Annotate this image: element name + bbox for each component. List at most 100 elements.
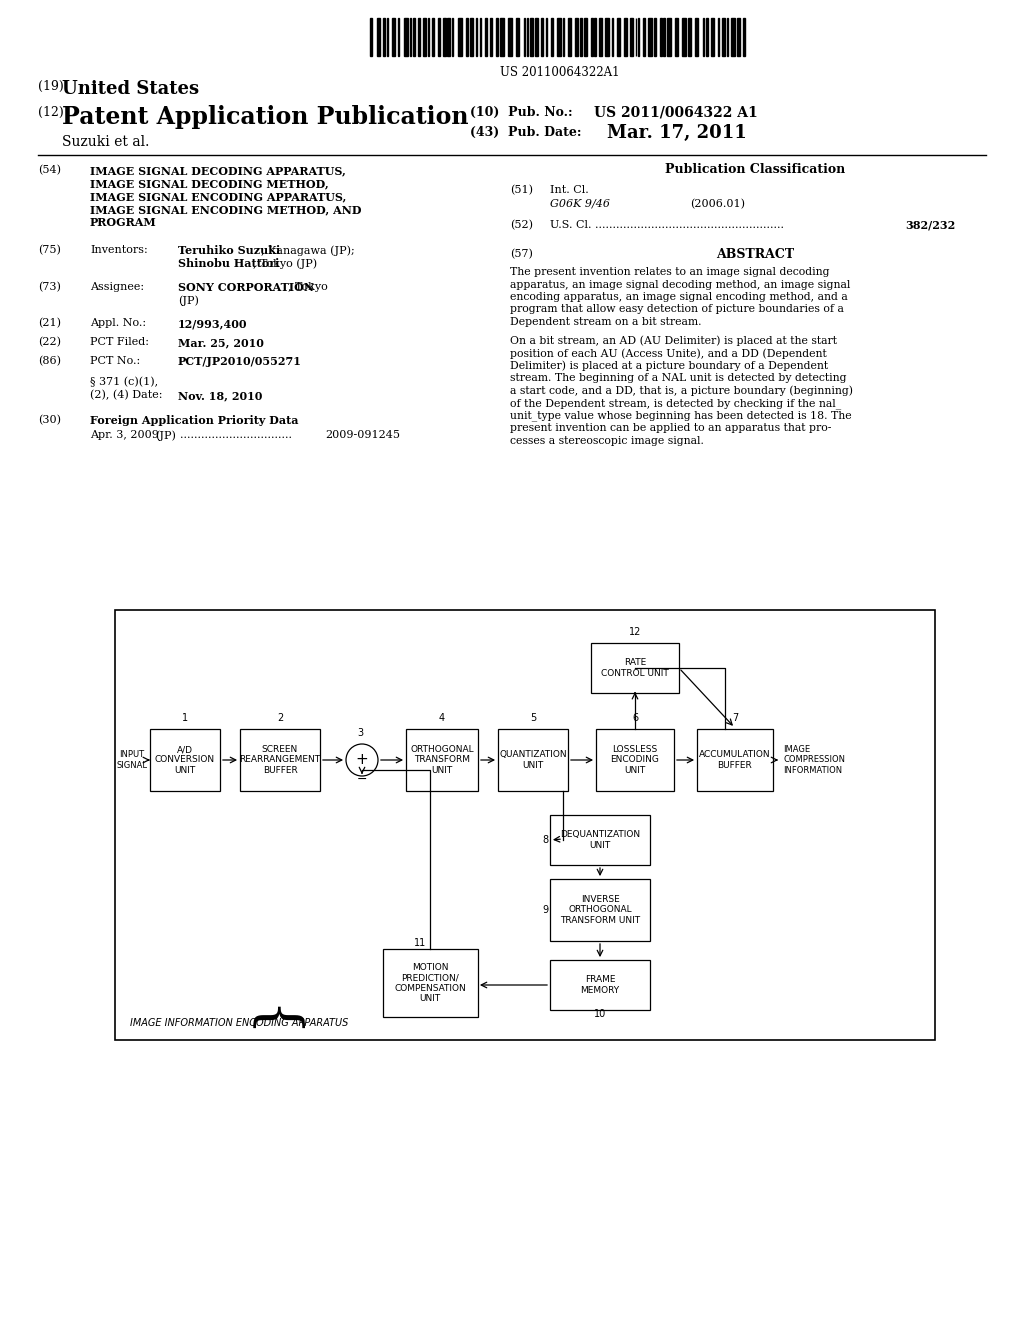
Bar xyxy=(550,879,650,941)
Bar xyxy=(682,18,686,55)
Bar xyxy=(557,18,560,55)
Bar xyxy=(530,18,532,55)
Bar xyxy=(596,729,674,791)
Text: (51): (51) xyxy=(510,185,534,195)
Text: +: + xyxy=(355,751,369,767)
Text: IMAGE SIGNAL DECODING METHOD,: IMAGE SIGNAL DECODING METHOD, xyxy=(90,178,329,189)
Text: PCT No.:: PCT No.: xyxy=(90,356,140,366)
Text: 2: 2 xyxy=(276,713,283,723)
Text: § 371 (c)(1),: § 371 (c)(1), xyxy=(90,378,158,387)
Text: Inventors:: Inventors: xyxy=(90,246,147,255)
Text: present invention can be applied to an apparatus that pro-: present invention can be applied to an a… xyxy=(510,422,831,433)
Text: (19): (19) xyxy=(38,81,68,92)
Text: ORTHOGONAL
TRANSFORM
UNIT: ORTHOGONAL TRANSFORM UNIT xyxy=(411,746,474,775)
Text: , Kanagawa (JP);: , Kanagawa (JP); xyxy=(261,246,354,256)
Bar xyxy=(428,18,429,55)
Text: SONY CORPORATION: SONY CORPORATION xyxy=(178,282,314,293)
Bar xyxy=(370,18,372,55)
Text: Dependent stream on a bit stream.: Dependent stream on a bit stream. xyxy=(510,317,701,327)
Bar xyxy=(523,18,525,55)
Text: IMAGE
COMPRESSION
INFORMATION: IMAGE COMPRESSION INFORMATION xyxy=(783,744,845,775)
Bar xyxy=(438,18,440,55)
Text: Delimiter) is placed at a picture boundary of a Dependent: Delimiter) is placed at a picture bounda… xyxy=(510,360,828,371)
Text: position of each AU (Access Unite), and a DD (Dependent: position of each AU (Access Unite), and … xyxy=(510,348,826,359)
Bar xyxy=(711,18,714,55)
Text: G06K 9/46: G06K 9/46 xyxy=(550,199,610,209)
Bar xyxy=(377,18,380,55)
Text: 6: 6 xyxy=(632,713,638,723)
Text: 2009-091245: 2009-091245 xyxy=(325,430,400,440)
Bar xyxy=(150,729,220,791)
Text: Appl. No.:: Appl. No.: xyxy=(90,318,146,327)
Text: 4: 4 xyxy=(439,713,445,723)
Bar xyxy=(624,18,627,55)
Bar xyxy=(490,18,493,55)
Bar xyxy=(383,18,385,55)
Bar xyxy=(508,18,512,55)
Text: United States: United States xyxy=(62,81,199,98)
Text: (43)  Pub. Date:: (43) Pub. Date: xyxy=(470,125,582,139)
Bar xyxy=(591,643,679,693)
Text: Int. Cl.: Int. Cl. xyxy=(550,185,589,195)
Bar xyxy=(702,18,705,55)
Text: 9: 9 xyxy=(542,906,548,915)
Text: Shinobu Hattori: Shinobu Hattori xyxy=(178,257,280,269)
Text: (54): (54) xyxy=(38,165,61,176)
Text: (22): (22) xyxy=(38,337,61,347)
Text: −: − xyxy=(356,774,368,785)
Text: (10)  Pub. No.:: (10) Pub. No.: xyxy=(470,106,577,119)
Text: Nov. 18, 2010: Nov. 18, 2010 xyxy=(178,389,262,401)
Bar xyxy=(546,18,548,55)
Text: IMAGE SIGNAL ENCODING METHOD, AND: IMAGE SIGNAL ENCODING METHOD, AND xyxy=(90,205,361,215)
Bar xyxy=(643,18,645,55)
Text: 3: 3 xyxy=(357,729,364,738)
Text: , Tokyo (JP): , Tokyo (JP) xyxy=(253,257,317,268)
Bar xyxy=(591,18,593,55)
Text: 10: 10 xyxy=(594,1008,606,1019)
Bar xyxy=(115,610,935,1040)
Bar xyxy=(466,18,468,55)
Bar xyxy=(599,18,602,55)
Bar xyxy=(485,18,486,55)
Text: 1: 1 xyxy=(182,713,188,723)
Bar xyxy=(654,18,656,55)
Text: }: } xyxy=(248,993,302,1028)
Bar xyxy=(404,18,408,55)
Text: (JP): (JP) xyxy=(155,430,176,441)
Text: 8: 8 xyxy=(542,836,548,845)
Text: (73): (73) xyxy=(38,282,60,292)
Circle shape xyxy=(346,744,378,776)
Text: Apr. 3, 2009: Apr. 3, 2009 xyxy=(90,430,159,440)
Text: ABSTRACT: ABSTRACT xyxy=(716,248,794,261)
Text: Patent Application Publication: Patent Application Publication xyxy=(62,106,469,129)
Bar xyxy=(496,18,498,55)
Text: 382/232: 382/232 xyxy=(905,220,955,231)
Bar xyxy=(630,18,633,55)
Text: Teruhiko Suzuki: Teruhiko Suzuki xyxy=(178,246,281,256)
Bar xyxy=(667,18,671,55)
Text: cesses a stereoscopic image signal.: cesses a stereoscopic image signal. xyxy=(510,436,703,446)
Text: Mar. 17, 2011: Mar. 17, 2011 xyxy=(607,124,746,143)
Bar xyxy=(550,814,650,865)
Text: a start code, and a DD, that is, a picture boundary (beginning): a start code, and a DD, that is, a pictu… xyxy=(510,385,853,396)
Text: ACCUMULATION
BUFFER: ACCUMULATION BUFFER xyxy=(699,751,771,770)
Text: (57): (57) xyxy=(510,249,532,259)
Bar xyxy=(516,18,519,55)
Text: 12: 12 xyxy=(629,627,641,638)
Text: (JP): (JP) xyxy=(178,294,199,305)
Bar xyxy=(727,18,728,55)
Text: 12/993,400: 12/993,400 xyxy=(178,318,248,329)
Text: (2006.01): (2006.01) xyxy=(690,199,745,210)
Text: Suzuki et al.: Suzuki et al. xyxy=(62,135,150,149)
Text: On a bit stream, an AD (AU Delimiter) is placed at the start: On a bit stream, an AD (AU Delimiter) is… xyxy=(510,335,837,346)
Bar xyxy=(500,18,504,55)
Text: (2), (4) Date:: (2), (4) Date: xyxy=(90,389,163,400)
Text: Publication Classification: Publication Classification xyxy=(665,162,845,176)
Bar xyxy=(737,18,739,55)
Text: Mar. 25, 2010: Mar. 25, 2010 xyxy=(178,337,264,348)
Bar xyxy=(550,960,650,1010)
Text: 11: 11 xyxy=(414,939,426,948)
Bar xyxy=(432,18,434,55)
Bar xyxy=(453,18,454,55)
Text: Foreign Application Priority Data: Foreign Application Priority Data xyxy=(90,414,299,426)
